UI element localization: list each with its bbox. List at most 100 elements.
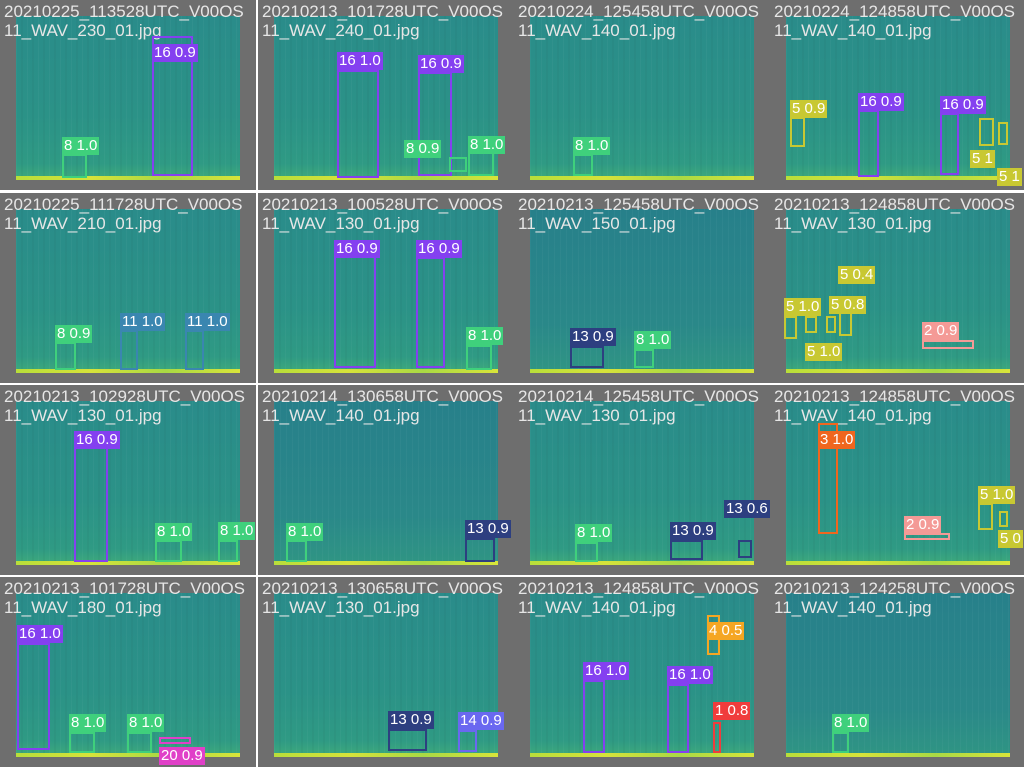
detection-box [55, 342, 76, 370]
detection-box [940, 113, 959, 175]
detection-label: 8 0.9 [404, 140, 442, 158]
detection-box [418, 72, 452, 176]
detection-box [575, 542, 598, 562]
detection-box [583, 680, 605, 753]
detection-label: 20 0.9 [159, 747, 205, 765]
detection-label: 2 0.9 [904, 516, 942, 534]
detection-box [713, 722, 721, 753]
tile-title: 20210224_124858UTC_V00OS11_WAV_140_01.jp… [774, 2, 1016, 40]
detection-label: 8 1.0 [155, 523, 193, 541]
spectrogram-tile[interactable]: 20210213_102928UTC_V00OS11_WAV_130_01.jp… [0, 385, 256, 575]
tile-title: 20210213_101728UTC_V00OS11_WAV_180_01.jp… [4, 579, 246, 617]
spectrogram-image [530, 593, 754, 757]
spectrogram-tile[interactable]: 20210213_101728UTC_V00OS11_WAV_240_01.jp… [258, 0, 514, 190]
tile-title: 20210225_111728UTC_V00OS11_WAV_210_01.jp… [4, 195, 243, 233]
tile-title: 20210213_124858UTC_V00OS11_WAV_130_01.jp… [774, 195, 1016, 233]
detection-label: 2 0.9 [922, 322, 960, 340]
tile-title: 20210213_124258UTC_V00OS11_WAV_140_01.jp… [774, 579, 1016, 617]
spectrogram-image [16, 401, 240, 565]
detection-box [62, 154, 87, 178]
tile-title: 20210224_125458UTC_V00OS11_WAV_140_01.jp… [518, 2, 760, 40]
detection-box [922, 340, 974, 349]
detection-box [667, 684, 689, 753]
spectrogram-image [786, 401, 1010, 565]
tile-title: 20210213_130658UTC_V00OS11_WAV_130_01.jp… [262, 579, 504, 617]
spectrogram-image [16, 16, 240, 180]
detection-box [458, 730, 477, 752]
detection-label: 13 0.9 [570, 328, 616, 346]
detection-box [998, 122, 1008, 145]
detection-label: 13 0.9 [670, 522, 716, 540]
detection-label: 14 0.9 [458, 712, 504, 730]
detection-box [337, 70, 379, 178]
spectrogram-tile[interactable]: 20210213_124858UTC_V00OS11_WAV_140_01.jp… [770, 385, 1024, 575]
detection-label: 16 0.9 [418, 55, 464, 73]
detection-box [74, 446, 108, 562]
spectrogram-tile[interactable]: 20210213_125458UTC_V00OS11_WAV_150_01.jp… [514, 193, 770, 383]
detection-box [858, 110, 879, 177]
detection-box [449, 157, 467, 172]
spectrogram-tile[interactable]: 20210214_130658UTC_V00OS11_WAV_140_01.jp… [258, 385, 514, 575]
detection-label: 8 0.9 [55, 325, 93, 343]
detection-label: 11 1.0 [185, 313, 230, 331]
detection-label: 8 1.0 [573, 137, 611, 155]
spectrogram-image [530, 401, 754, 565]
detection-box [17, 643, 50, 750]
spectrogram-tile[interactable]: 20210213_124858UTC_V00OS11_WAV_130_01.jp… [770, 193, 1024, 383]
spectrogram-tile[interactable]: 20210224_125458UTC_V00OS11_WAV_140_01.jp… [514, 0, 770, 190]
detection-label: 8 1.0 [466, 327, 504, 345]
detection-box [218, 540, 238, 562]
detection-label: 5 0.4 [838, 266, 876, 284]
detection-label: 8 1.0 [575, 524, 613, 542]
detection-label: 5 0 [998, 530, 1023, 548]
detection-label: 5 1.0 [805, 343, 843, 361]
spectrogram-image [274, 209, 498, 373]
detection-box [416, 257, 445, 368]
detection-label: 13 0.6 [724, 500, 770, 518]
detection-label: 16 0.9 [152, 44, 198, 62]
tile-title: 20210213_102928UTC_V00OS11_WAV_130_01.jp… [4, 387, 246, 425]
detection-box [904, 533, 950, 540]
detection-label: 8 1.0 [286, 523, 324, 541]
detection-label: 5 1.0 [784, 298, 822, 316]
detection-label: 11 1.0 [120, 313, 165, 331]
detection-box [826, 316, 836, 333]
detection-label: 4 0.5 [707, 622, 745, 640]
detection-box [334, 255, 376, 368]
detection-label: 16 1.0 [583, 662, 629, 680]
detection-box [185, 330, 204, 370]
detection-box [69, 732, 95, 753]
tile-title: 20210213_124858UTC_V00OS11_WAV_140_01.jp… [518, 579, 760, 617]
detection-label: 3 1.0 [818, 431, 856, 449]
detection-box [818, 423, 838, 534]
detection-box [978, 503, 993, 530]
spectrogram-image [274, 16, 498, 180]
detection-box [155, 540, 182, 562]
tile-title: 20210213_124858UTC_V00OS11_WAV_140_01.jp… [774, 387, 1016, 425]
detection-box [634, 349, 654, 368]
detection-box [465, 538, 495, 562]
spectrogram-tile[interactable]: 20210213_124258UTC_V00OS11_WAV_140_01.jp… [770, 577, 1024, 767]
detection-label: 5 0.8 [829, 296, 867, 314]
detection-box [570, 346, 604, 368]
detection-label: 16 1.0 [337, 52, 383, 70]
spectrogram-image [786, 593, 1010, 757]
detection-box [832, 732, 849, 753]
spectrogram-tile[interactable]: 20210213_124858UTC_V00OS11_WAV_140_01.jp… [514, 577, 770, 767]
spectrogram-tile[interactable]: 20210225_113528UTC_V00OS11_WAV_230_01.jp… [0, 0, 256, 190]
spectrogram-tile[interactable]: 20210214_125458UTC_V00OS11_WAV_130_01.jp… [514, 385, 770, 575]
tile-title: 20210225_113528UTC_V00OS11_WAV_230_01.jp… [4, 2, 244, 40]
detection-label: 8 1.0 [468, 136, 506, 154]
detection-label: 16 0.9 [334, 240, 380, 258]
detection-box [152, 36, 193, 176]
detection-label: 8 1.0 [69, 714, 107, 732]
spectrogram-tile[interactable]: 20210213_100528UTC_V00OS11_WAV_130_01.jp… [258, 193, 514, 383]
detection-box [784, 316, 797, 339]
detection-box [468, 152, 494, 176]
spectrogram-tile[interactable]: 20210213_101728UTC_V00OS11_WAV_180_01.jp… [0, 577, 256, 767]
detection-label: 16 0.9 [416, 240, 462, 258]
detection-box [286, 540, 307, 562]
detection-label: 16 0.9 [858, 93, 904, 111]
detection-box [805, 316, 817, 333]
detection-label: 16 1.0 [667, 666, 713, 684]
